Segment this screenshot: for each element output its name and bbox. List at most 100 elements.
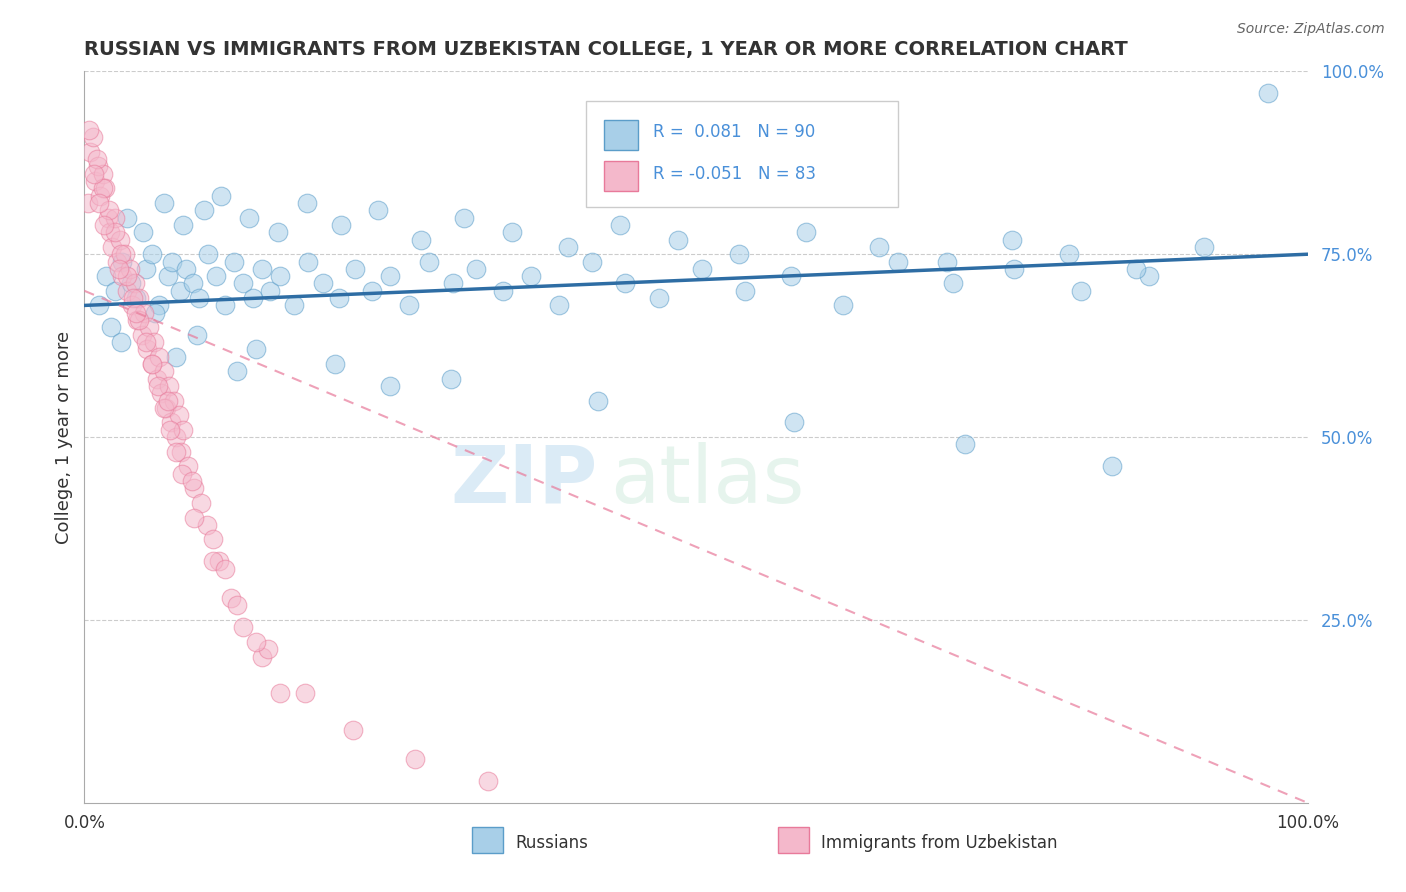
Point bbox=[77, 123, 100, 137]
Point bbox=[104, 211, 127, 225]
Point bbox=[167, 408, 190, 422]
Point bbox=[360, 284, 382, 298]
Point bbox=[330, 218, 353, 232]
Point bbox=[87, 298, 110, 312]
Point bbox=[453, 211, 475, 225]
Point bbox=[214, 562, 236, 576]
Point bbox=[122, 291, 145, 305]
FancyBboxPatch shape bbox=[472, 827, 503, 853]
Point bbox=[222, 254, 245, 268]
Point bbox=[101, 240, 124, 254]
Point bbox=[138, 320, 160, 334]
Point bbox=[82, 130, 104, 145]
Point bbox=[111, 269, 134, 284]
Point bbox=[150, 386, 173, 401]
Point bbox=[183, 481, 205, 495]
Point bbox=[177, 459, 200, 474]
Point bbox=[148, 350, 170, 364]
Point bbox=[91, 167, 114, 181]
Point bbox=[174, 261, 197, 276]
Point bbox=[141, 357, 163, 371]
Point bbox=[259, 284, 281, 298]
Point bbox=[181, 474, 204, 488]
Point bbox=[98, 225, 121, 239]
Point bbox=[232, 620, 254, 634]
Point bbox=[155, 401, 177, 415]
Point bbox=[141, 357, 163, 371]
Point bbox=[283, 298, 305, 312]
Point bbox=[128, 291, 150, 305]
Point bbox=[477, 773, 499, 788]
Text: R = -0.051   N = 83: R = -0.051 N = 83 bbox=[654, 165, 815, 183]
Point bbox=[160, 416, 183, 430]
Point bbox=[135, 343, 157, 357]
Point bbox=[245, 343, 267, 357]
Point bbox=[205, 269, 228, 284]
Point bbox=[163, 393, 186, 408]
Point bbox=[197, 247, 219, 261]
Point bbox=[87, 196, 110, 211]
Point bbox=[128, 313, 150, 327]
Point bbox=[492, 284, 515, 298]
Point bbox=[107, 261, 129, 276]
Point bbox=[201, 533, 224, 547]
Point bbox=[226, 364, 249, 378]
Text: Russians: Russians bbox=[515, 834, 588, 852]
Point bbox=[115, 211, 138, 225]
Point bbox=[257, 642, 280, 657]
Point bbox=[586, 393, 609, 408]
Point bbox=[581, 254, 603, 268]
Text: atlas: atlas bbox=[610, 442, 804, 520]
Point bbox=[201, 554, 224, 568]
Point bbox=[1002, 261, 1025, 276]
Point bbox=[250, 649, 273, 664]
Point bbox=[193, 203, 215, 218]
Point bbox=[666, 233, 689, 247]
Point bbox=[648, 291, 671, 305]
Point bbox=[172, 218, 194, 232]
Point bbox=[294, 686, 316, 700]
Point bbox=[238, 211, 260, 225]
Point bbox=[170, 444, 193, 458]
Point bbox=[153, 364, 176, 378]
Point bbox=[780, 269, 803, 284]
Point bbox=[165, 444, 187, 458]
Point bbox=[93, 218, 115, 232]
FancyBboxPatch shape bbox=[778, 827, 808, 853]
Point bbox=[141, 247, 163, 261]
Point bbox=[869, 240, 891, 254]
Point bbox=[380, 269, 402, 284]
Point bbox=[115, 269, 138, 284]
Point bbox=[114, 247, 136, 261]
Point bbox=[77, 196, 100, 211]
Point bbox=[153, 401, 176, 415]
Point bbox=[169, 284, 191, 298]
Point bbox=[245, 635, 267, 649]
Point bbox=[195, 517, 218, 532]
Point bbox=[323, 357, 346, 371]
Point bbox=[1137, 269, 1160, 284]
Point bbox=[226, 599, 249, 613]
Point bbox=[312, 277, 335, 291]
Point bbox=[156, 393, 179, 408]
Point bbox=[1000, 233, 1022, 247]
Y-axis label: College, 1 year or more: College, 1 year or more bbox=[55, 331, 73, 543]
Point bbox=[111, 254, 134, 268]
Point bbox=[110, 334, 132, 349]
Point bbox=[165, 350, 187, 364]
Point bbox=[134, 306, 156, 320]
Point bbox=[115, 284, 138, 298]
Point bbox=[887, 254, 910, 268]
Point bbox=[440, 371, 463, 385]
Point bbox=[125, 313, 148, 327]
Point bbox=[181, 277, 204, 291]
Point bbox=[145, 371, 167, 385]
Point bbox=[214, 298, 236, 312]
FancyBboxPatch shape bbox=[605, 161, 638, 191]
Point bbox=[120, 277, 142, 291]
Point bbox=[159, 423, 181, 437]
Point bbox=[734, 284, 756, 298]
Point bbox=[125, 291, 148, 305]
Point bbox=[94, 181, 117, 195]
Point bbox=[97, 211, 120, 225]
